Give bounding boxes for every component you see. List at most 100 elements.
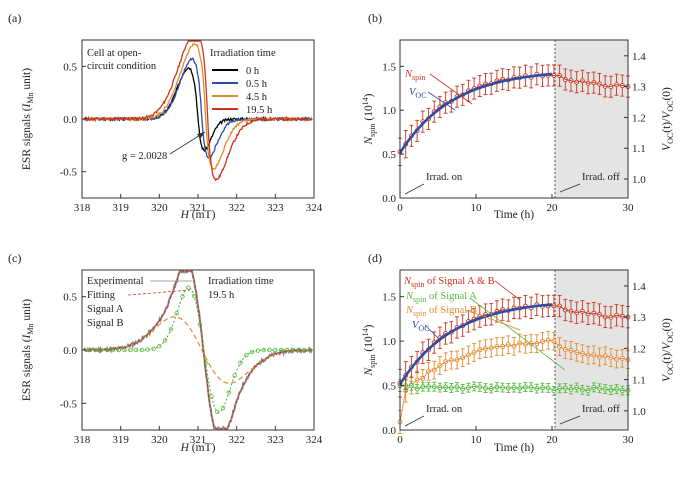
panel-a-x-tick-label: 319 — [112, 202, 129, 214]
panel-b-y-tick-label: 1.5 — [382, 61, 396, 73]
panel-c-signal-a-marker — [249, 349, 255, 355]
panel-d-voc-pointer — [424, 324, 439, 339]
panel-b-r-tick-label: 1.0 — [632, 174, 646, 186]
panel-c-signal-a-marker — [226, 390, 232, 395]
panel-c-legend-signal-b: Signal B — [87, 318, 123, 329]
panel-a-y-tick-label: 0.5 — [63, 61, 77, 73]
panel-c-signal-a-marker — [273, 347, 278, 353]
panel-a-legend-label: 4.5 h — [246, 92, 268, 103]
panel-b-letter: (b) — [368, 11, 382, 25]
panel-d-y-tick-label: 1.5 — [382, 292, 396, 304]
panel-a-x-tick-label: 322 — [228, 202, 245, 214]
panel-a-x-tick-label: 324 — [306, 202, 323, 214]
panel-a-y-label: ESR signals (IMn unit) — [21, 68, 35, 170]
panel-a-x-tick-label: 318 — [74, 202, 91, 214]
panel-c-x-tick-label: 324 — [306, 434, 323, 446]
panel-c-signal-a-marker — [128, 347, 133, 353]
panel-b-legend-nspin: Nspin — [404, 69, 425, 82]
panel-a-letter: (a) — [8, 11, 21, 25]
panel-d-y-ticks-right: 1.0 1.1 1.2 1.3 1.4 — [624, 281, 646, 418]
panel-b-x-label: Time (h) — [494, 209, 534, 221]
panel-b-y-tick-label: 1.0 — [382, 105, 396, 117]
panel-d-a-pointer — [469, 297, 566, 371]
panel-c-signal-a-marker — [180, 294, 185, 299]
panel-c-signal-b-line — [83, 316, 313, 384]
panel-a-g-arrowhead — [197, 132, 205, 139]
panel-c-signal-a-marker — [151, 346, 156, 351]
panel-a-y-ticks: 0.5 0.0 -0.5 — [60, 61, 86, 179]
panel-b-r-tick-label: 1.4 — [632, 51, 646, 63]
panel-a-legend-label: 0.5 h — [246, 79, 268, 90]
panel-d: (d) 0 10 20 30 0.0 0.5 1.0 1.5 1.0 1.1 1.2 1.3 1.4… — [361, 251, 675, 454]
panel-c-x-tick-label: 318 — [74, 434, 91, 446]
panel-b-voc-line — [398, 72, 553, 154]
panel-b: (b) 0 10 20 30 0.0 0.5 1.0 1.5 1.0 1.1 1.2 1.3 1.4… — [361, 11, 675, 221]
panel-c-signal-a-marker — [174, 311, 179, 316]
panel-a-x-tick-label: 321 — [190, 202, 207, 214]
panel-c-signal-a-marker — [157, 344, 162, 349]
panel-c-y-ticks: 0.5 0.0 -0.5 — [60, 292, 86, 410]
panel-c-fitting-line — [83, 270, 313, 430]
panel-c-x-tick-label: 319 — [112, 434, 129, 446]
panel-b-y-tick-label: 0.0 — [382, 193, 396, 205]
panel-c-signal-a-marker — [186, 285, 191, 290]
panel-d-off-pointer — [559, 415, 581, 425]
panel-c-letter: (c) — [8, 251, 21, 265]
panel-c-x-tick-label: 322 — [228, 434, 245, 446]
panel-d-y-tick-label: 0.0 — [382, 425, 396, 437]
panel-c-legend-experimental: Experimental — [87, 276, 144, 287]
panel-b-irrad-off: Irrad. off — [582, 172, 620, 183]
panel-b-r-tick-label: 1.3 — [632, 82, 646, 94]
panel-d-x-tick-label: 30 — [623, 434, 635, 446]
panel-d-x-label: Time (h) — [494, 442, 534, 454]
panel-a-y-tick-label: -0.5 — [60, 167, 78, 179]
panel-c-signal-a-marker — [93, 347, 98, 353]
panel-a-g-annotation: g = 2.0028 — [122, 151, 167, 162]
panel-d-y-ticks-left: 0.0 0.5 1.0 1.5 — [382, 292, 404, 437]
panel-a-y-tick-label: 0.0 — [63, 114, 77, 126]
panel-c-signal-a-marker — [232, 373, 237, 378]
panel-c-x-tick-label: 321 — [190, 434, 207, 446]
panel-c-x-tick-label: 320 — [151, 434, 168, 446]
panel-d-frame — [399, 269, 629, 431]
panel-b-on-pointer — [404, 183, 425, 195]
panel-d-x-tick-label: 0 — [397, 434, 403, 446]
panel-c-fitting-pointer — [127, 289, 191, 296]
panel-c-signal-a-marker — [215, 409, 220, 414]
panel-d-r-tick-label: 1.0 — [632, 406, 646, 418]
panel-a-condition-line1: Cell at open- — [87, 48, 142, 59]
panel-c-signal-a-marker — [255, 348, 261, 353]
panel-c-legend-signal-a: Signal A — [87, 304, 124, 315]
panel-d-r-tick-label: 1.2 — [632, 343, 646, 355]
panel-d-letter: (d) — [368, 251, 382, 265]
panel-b-nspin-pointer — [429, 73, 473, 105]
panel-c-signal-a-marker — [261, 347, 266, 353]
panel-b-r-tick-label: 1.1 — [632, 143, 646, 155]
panel-d-nspin-b-line — [399, 339, 629, 423]
panel-c-y-tick-label: 0.0 — [63, 345, 77, 357]
panel-c: (c) 318 319 320 321 322 323 324 0.5 0.0 -0.5 H (… — [8, 251, 323, 454]
panel-a-condition-line2: circuit condition — [87, 61, 157, 72]
panel-a-legend-label: 0 h — [246, 66, 260, 77]
panel-d-legend-a: Nspin of Signal A — [405, 291, 477, 304]
panel-c-signal-a-marker — [203, 360, 208, 366]
panel-c-curves — [83, 269, 314, 432]
panel-c-legend-title-2: 19.5 h — [208, 290, 235, 301]
panel-a-series-line — [83, 40, 313, 182]
panel-a-x-ticks: 318 319 320 321 322 323 324 — [74, 194, 323, 214]
panel-b-y-label-left: Nspin (1014) — [361, 93, 377, 145]
panel-c-signal-a-marker — [116, 347, 121, 353]
panel-c-legend-fitting: Fitting — [87, 290, 116, 301]
panel-b-off-pointer — [559, 183, 581, 193]
panel-d-x-tick-label: 20 — [547, 434, 559, 446]
panel-d-y-tick-label: 0.5 — [382, 381, 396, 393]
panel-c-signal-a-marker — [168, 327, 174, 332]
panel-c-x-ticks: 318 319 320 321 322 323 324 — [74, 426, 323, 446]
panel-a-legend-label: 19.5 h — [246, 105, 273, 116]
panel-d-y-tick-label: 1.0 — [382, 336, 396, 348]
panel-b-voc-pointer — [427, 91, 456, 111]
panel-d-irrad-off: Irrad. off — [582, 404, 620, 415]
panel-c-signal-a-marker — [209, 394, 214, 399]
panel-d-legend-ab: Nspin of Signal A & B — [403, 276, 495, 289]
